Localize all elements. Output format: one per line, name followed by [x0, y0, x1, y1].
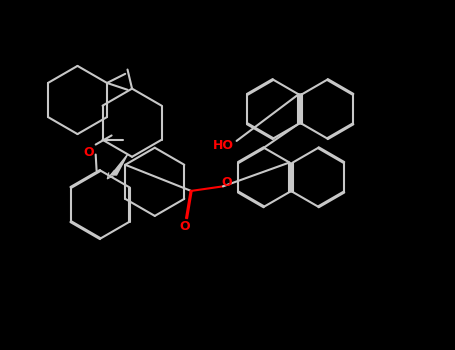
Text: O: O	[179, 220, 190, 233]
Text: HO: HO	[213, 139, 234, 152]
Text: O: O	[221, 176, 232, 189]
Text: O: O	[84, 146, 94, 159]
Polygon shape	[111, 155, 127, 175]
